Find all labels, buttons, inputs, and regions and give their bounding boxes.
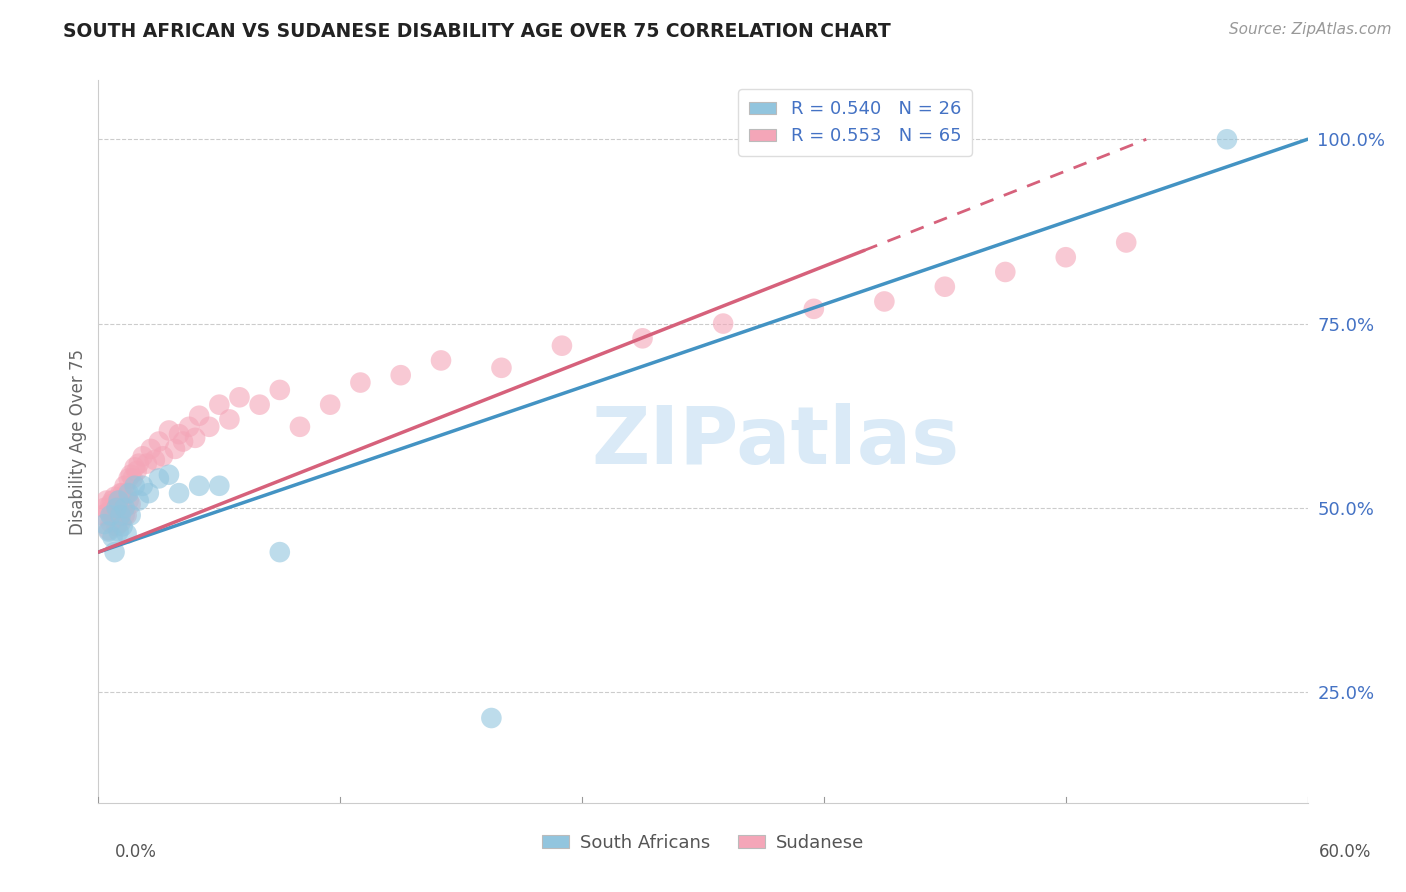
Point: [167, 427, 190, 442]
Point: [132, 479, 155, 493]
Point: [631, 331, 654, 345]
Point: [1054, 250, 1077, 264]
Point: [934, 279, 956, 293]
Point: [125, 464, 148, 478]
Point: [91, 508, 114, 523]
Point: [111, 486, 134, 500]
Point: [157, 424, 180, 438]
Point: [172, 434, 194, 449]
Point: [389, 368, 412, 383]
Point: [97, 505, 120, 519]
Point: [118, 486, 141, 500]
Point: [124, 460, 146, 475]
Point: [107, 493, 129, 508]
Point: [118, 493, 141, 508]
Point: [111, 500, 134, 515]
Point: [100, 516, 122, 530]
Point: [148, 434, 170, 449]
Point: [114, 500, 136, 515]
Point: [97, 524, 120, 539]
Point: [148, 471, 170, 485]
Point: [128, 493, 150, 508]
Point: [124, 479, 146, 493]
Point: [803, 301, 825, 316]
Point: [711, 317, 734, 331]
Point: [163, 442, 186, 456]
Point: [110, 508, 132, 523]
Point: [481, 711, 503, 725]
Point: [93, 500, 115, 515]
Point: [105, 497, 128, 511]
Point: [1115, 235, 1137, 250]
Point: [319, 398, 342, 412]
Point: [114, 479, 136, 493]
Point: [107, 524, 129, 539]
Text: ZIPatlas: ZIPatlas: [592, 402, 960, 481]
Point: [96, 493, 118, 508]
Point: [118, 471, 141, 485]
Point: [101, 508, 124, 523]
Point: [120, 467, 142, 482]
Point: [100, 508, 122, 523]
Point: [430, 353, 453, 368]
Point: [101, 493, 124, 508]
Point: [111, 519, 134, 533]
Point: [152, 450, 174, 464]
Point: [208, 479, 231, 493]
Point: [184, 431, 207, 445]
Point: [110, 516, 132, 530]
Point: [188, 479, 211, 493]
Point: [873, 294, 896, 309]
Y-axis label: Disability Age Over 75: Disability Age Over 75: [69, 349, 87, 534]
Point: [107, 508, 129, 523]
Text: Source: ZipAtlas.com: Source: ZipAtlas.com: [1229, 22, 1392, 37]
Point: [120, 497, 142, 511]
Point: [249, 398, 271, 412]
Point: [188, 409, 211, 423]
Point: [103, 490, 125, 504]
Point: [1216, 132, 1239, 146]
Point: [121, 471, 143, 485]
Point: [110, 486, 132, 500]
Legend: South Africans, Sudanese: South Africans, Sudanese: [536, 826, 870, 859]
Point: [105, 519, 128, 533]
Point: [218, 412, 240, 426]
Point: [157, 467, 180, 482]
Point: [93, 517, 115, 532]
Point: [101, 530, 124, 544]
Point: [208, 398, 231, 412]
Point: [288, 419, 311, 434]
Point: [491, 360, 513, 375]
Point: [139, 442, 162, 456]
Point: [138, 486, 160, 500]
Point: [198, 419, 221, 434]
Point: [115, 508, 138, 523]
Point: [120, 508, 142, 523]
Point: [105, 500, 128, 515]
Point: [135, 457, 157, 471]
Point: [269, 545, 291, 559]
Point: [115, 526, 138, 541]
Text: 60.0%: 60.0%: [1319, 843, 1371, 861]
Point: [97, 523, 120, 537]
Point: [143, 453, 166, 467]
Point: [349, 376, 371, 390]
Point: [114, 508, 136, 523]
Point: [103, 512, 125, 526]
Point: [269, 383, 291, 397]
Point: [107, 493, 129, 508]
Point: [179, 419, 201, 434]
Text: SOUTH AFRICAN VS SUDANESE DISABILITY AGE OVER 75 CORRELATION CHART: SOUTH AFRICAN VS SUDANESE DISABILITY AGE…: [63, 22, 891, 41]
Point: [132, 450, 155, 464]
Point: [115, 486, 138, 500]
Point: [551, 339, 574, 353]
Point: [128, 457, 150, 471]
Point: [100, 497, 122, 511]
Point: [228, 390, 250, 404]
Point: [167, 486, 190, 500]
Point: [103, 545, 125, 559]
Point: [994, 265, 1017, 279]
Text: 0.0%: 0.0%: [115, 843, 157, 861]
